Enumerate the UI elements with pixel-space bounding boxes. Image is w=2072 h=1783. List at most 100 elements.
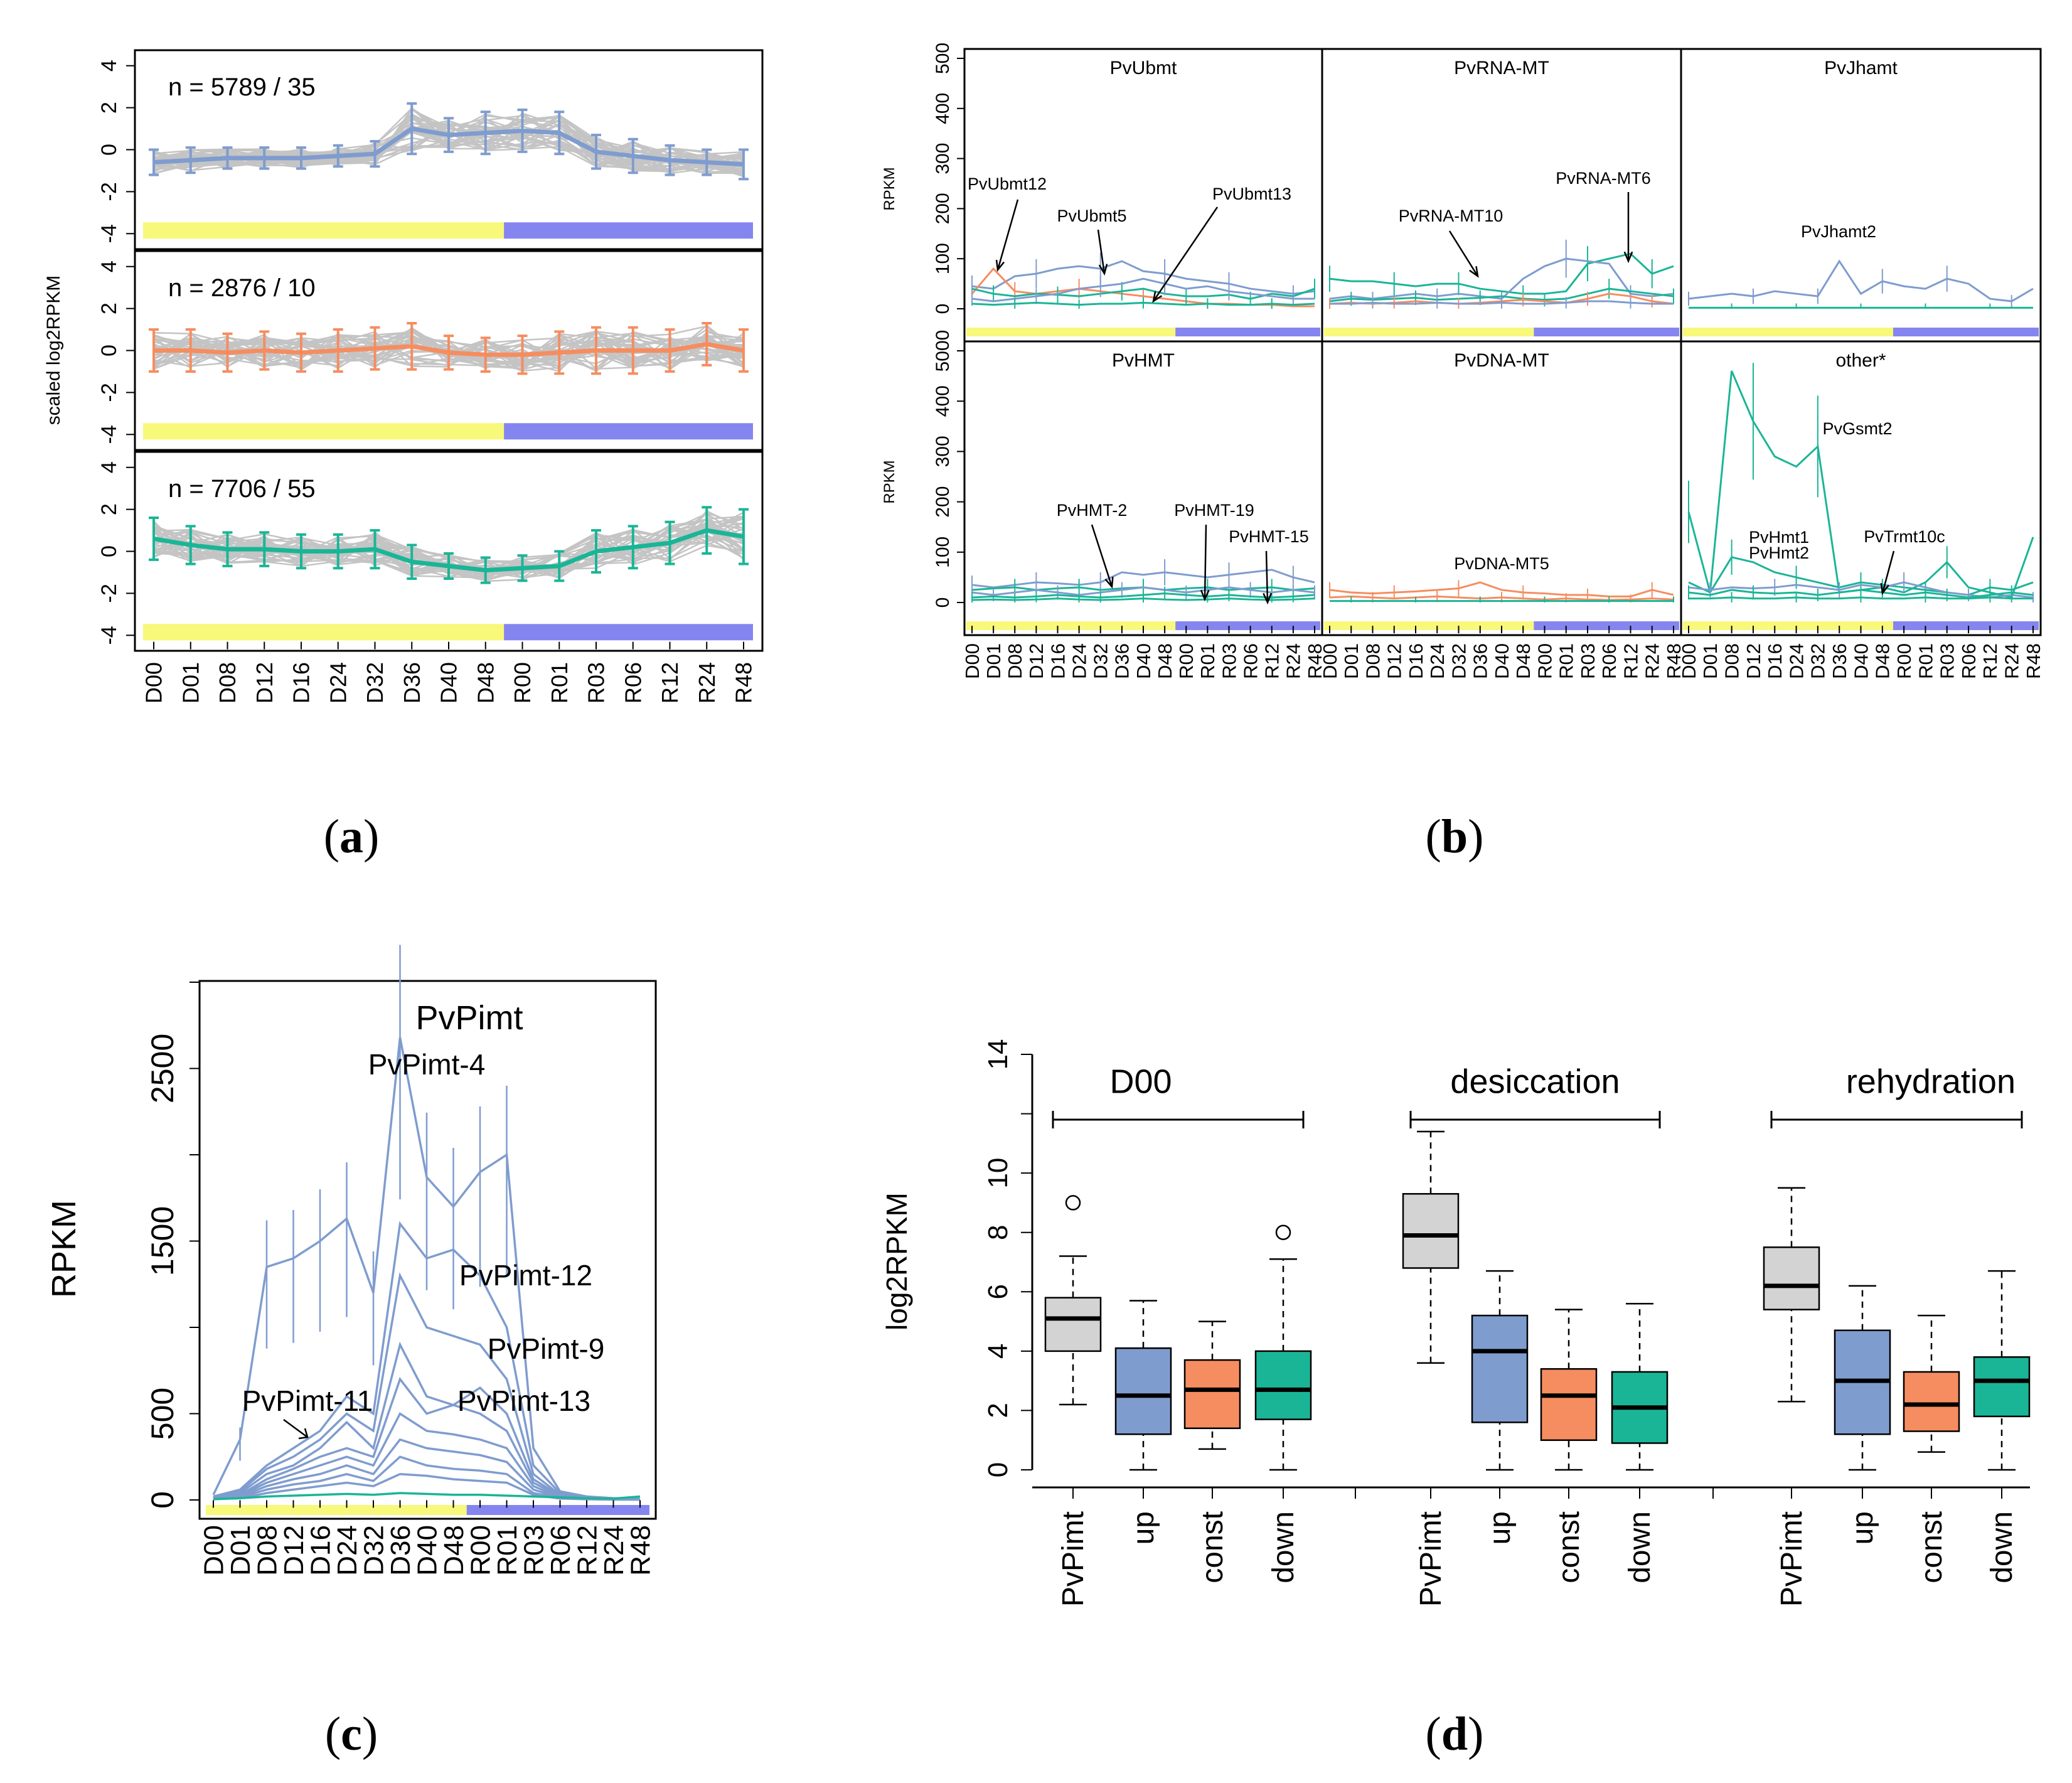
- panel-b-xtick-label: D01: [1699, 643, 1721, 679]
- panel-d-box: [1044, 1297, 1102, 1352]
- panel-b-xtick-label: D12: [1743, 643, 1765, 679]
- panel-b-facet-title: PvRNA-MT: [1454, 58, 1549, 78]
- panel-b-rehydration-bar: [1175, 621, 1320, 630]
- panel-c-series-line: [213, 1221, 641, 1501]
- panel-d-outlier: [1065, 1195, 1081, 1211]
- panel-b-series-line: [1687, 370, 2034, 599]
- panel-b-arrowhead: [1152, 291, 1163, 303]
- panel-b-xtick-label: D48: [1872, 643, 1894, 679]
- panel-c-xtick-label: D40: [412, 1525, 442, 1576]
- panel-b-series-line: [1329, 287, 1674, 303]
- panel-d-xtick-label: const: [1552, 1511, 1586, 1583]
- panel-b-xtick-label: R00: [1175, 643, 1197, 679]
- panel-c-series-line: [213, 1492, 641, 1501]
- panel-b-xtick-label: D32: [1090, 643, 1112, 679]
- panel-d-ytick-label: 6: [983, 1284, 1013, 1299]
- panel-c-ytick-label: 0: [145, 1491, 180, 1509]
- panel-b-arrow: [1097, 229, 1106, 274]
- panel-c-desiccation-bar: [206, 1505, 467, 1515]
- panel-a-xtick-label: D48: [473, 662, 498, 704]
- panel-b-facet-title: PvJhamt: [1824, 58, 1898, 78]
- panel-b-series-line: [1688, 259, 2034, 303]
- panel-c-xtick-label: D12: [279, 1525, 309, 1576]
- panel-b-frame: [1321, 340, 1682, 636]
- panel-b-series-line: [1688, 589, 2034, 599]
- panel-a-ytick-label: -2: [97, 584, 121, 602]
- panel-a-ytick-label: -2: [97, 383, 121, 402]
- panel-d-xtick-label: up: [1483, 1511, 1517, 1545]
- panel-a-ytick-label: 0: [97, 144, 121, 156]
- panel-b-gene-label: PvRNA-MT6: [1556, 169, 1651, 188]
- panel-b-rehydration-bar: [1534, 621, 1679, 630]
- panel-b-xtick-label: D12: [1384, 643, 1406, 679]
- panel-b-gene-label: PvTrmt10c: [1864, 527, 1945, 546]
- panel-c-xtick-label: R24: [599, 1525, 629, 1576]
- panel-c-xtick-label: D32: [358, 1525, 389, 1576]
- panel-b-arrowhead: [1200, 589, 1210, 602]
- panel-b-xtick-label: D08: [1004, 643, 1026, 679]
- panel-a-rehydration-bar: [504, 624, 753, 641]
- panel-d-xtick-label: PvPimt: [1414, 1511, 1448, 1607]
- panel-c-xtick-label: D24: [332, 1525, 363, 1576]
- panel-c-gene-label: PvPimt-4: [368, 1048, 486, 1081]
- panel-b-series-line: [971, 260, 1315, 295]
- panel-b-xtick-label: D40: [1133, 643, 1155, 679]
- panel-b-xtick-label: R24: [1283, 643, 1305, 679]
- panel-b-xtick-label: D00: [1319, 643, 1341, 679]
- panel-b-facet-title: other*: [1835, 350, 1886, 371]
- caption-a: (a): [323, 810, 380, 863]
- panel-b-ytick-label: 300: [932, 436, 953, 467]
- panel-d-ytick-label: 0: [983, 1462, 1013, 1477]
- panel-c-xtick-label: R01: [492, 1525, 523, 1576]
- panel-a-xtick-label: R06: [620, 662, 646, 704]
- panel-b-desiccation-bar: [1683, 328, 1893, 336]
- panel-a-ytick-label: -4: [97, 626, 121, 645]
- panel-d-box: [1402, 1192, 1460, 1269]
- panel-b-rehydration-bar: [1534, 328, 1679, 336]
- panel-b-rehydration-bar: [1893, 328, 2039, 336]
- panel-b-ytick-label: 100: [932, 537, 953, 568]
- panel-c-gene-label: PvPimt-13: [457, 1384, 590, 1417]
- panel-b-ytick-label: 300: [932, 143, 953, 174]
- panel-a-desiccation-bar: [143, 423, 505, 440]
- panel-c-gene-label: PvPimt-11: [242, 1384, 373, 1417]
- panel-b-gene-label: PvJhamt2: [1801, 222, 1876, 241]
- panel-c-xtick-label: D16: [305, 1525, 336, 1576]
- panel-b-xtick-label: D40: [1491, 643, 1513, 679]
- panel-a-xtick-label: D40: [436, 662, 462, 704]
- panel-a-desiccation-bar: [143, 222, 505, 239]
- panel-b-xtick-label: D16: [1405, 643, 1427, 679]
- panel-b-rehydration-bar: [1893, 621, 2039, 630]
- panel-d-box: [1763, 1246, 1820, 1310]
- panel-b-ytick-label: 500: [932, 43, 953, 74]
- panel-b-series-line: [971, 569, 1315, 589]
- panel-b-xtick-label: R00: [1893, 643, 1915, 679]
- panel-b-ytick-label: 400: [932, 385, 953, 417]
- panel-b-xtick-label: R12: [1620, 643, 1642, 679]
- panel-a-row-label: n = 2876 / 10: [168, 274, 316, 302]
- panel-b-xtick-label: R24: [1642, 643, 1663, 679]
- panel-c-xtick-label: R48: [625, 1525, 656, 1576]
- panel-b-ytick-label: 0: [932, 304, 953, 314]
- panel-b-gene-label: PvDNA-MT5: [1454, 554, 1549, 573]
- panel-b-xtick-label: D08: [1721, 643, 1743, 679]
- panel-a-ytick-label: -2: [97, 182, 121, 201]
- panel-b-desiccation-bar: [1683, 621, 1893, 630]
- panel-b-ylabel: RPKM: [881, 167, 898, 210]
- panel-b-arrowhead: [1880, 582, 1889, 596]
- panel-d-ytick-label: 4: [983, 1344, 1013, 1359]
- panel-a-xtick-label: R01: [547, 662, 572, 704]
- panel-a-xtick-label: D32: [362, 662, 388, 704]
- panel-d-xtick-label: const: [1915, 1511, 1948, 1583]
- panel-b-arrowhead: [1098, 264, 1108, 276]
- panel-b-xtick-label: D16: [1047, 643, 1069, 679]
- panel-b-xtick-label: D36: [1111, 643, 1133, 679]
- panel-b-series-line: [971, 287, 1315, 300]
- panel-b-xtick-label: R01: [1197, 643, 1219, 679]
- panel-b-xtick-label: R48: [2022, 643, 2044, 679]
- panel-b-xtick-label: D32: [1807, 643, 1829, 679]
- panel-b-gene-label: PvUbmt13: [1212, 185, 1291, 203]
- panel-b-xtick-label: D00: [1678, 643, 1700, 679]
- panel-b-xtick-label: R00: [1534, 643, 1556, 679]
- panel-b-xtick-label: R06: [1958, 643, 1980, 679]
